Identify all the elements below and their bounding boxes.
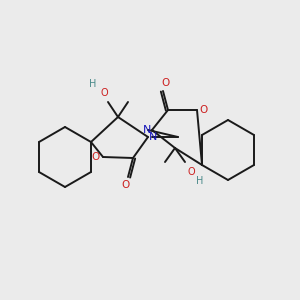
- Text: O: O: [200, 105, 208, 115]
- Text: O: O: [100, 88, 108, 98]
- Text: O: O: [161, 78, 169, 88]
- Text: O: O: [92, 152, 100, 162]
- Text: O: O: [121, 180, 129, 190]
- Text: N: N: [143, 125, 151, 135]
- Text: H: H: [196, 176, 204, 186]
- Text: N: N: [149, 132, 157, 142]
- Text: O: O: [187, 167, 195, 177]
- Text: H: H: [89, 79, 97, 89]
